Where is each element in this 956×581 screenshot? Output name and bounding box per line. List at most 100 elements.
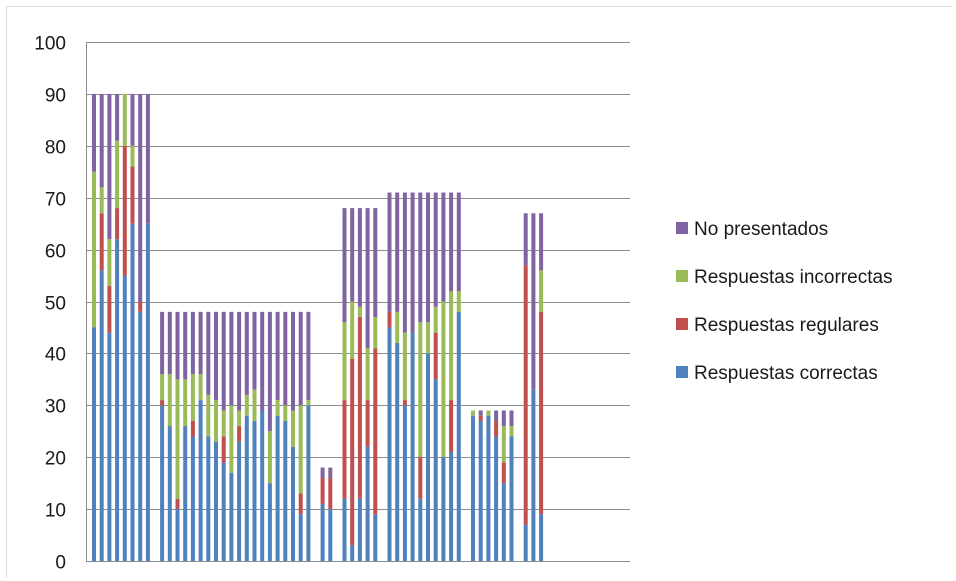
bar-segment-respuestas-incorrectas — [130, 145, 135, 167]
bar-segment-respuestas-incorrectas — [244, 394, 249, 416]
bar-segment-respuestas-correctas — [486, 415, 491, 561]
bar-segment-no-presentados — [342, 208, 347, 323]
bar-segment-respuestas-correctas — [426, 353, 430, 561]
bar-segment-no-presentados — [291, 311, 295, 411]
bar-segment-respuestas-incorrectas — [267, 431, 272, 484]
bar-segment-no-presentados — [449, 192, 454, 292]
bar-segment-no-presentados — [275, 311, 280, 401]
legend-item: No presentados — [676, 219, 828, 240]
bar-segment-respuestas-regulares — [365, 400, 370, 447]
bar-group — [342, 208, 378, 561]
bar-segment-no-presentados — [138, 93, 143, 302]
bar-segment-respuestas-correctas — [252, 420, 257, 561]
bar-segment-respuestas-incorrectas — [190, 374, 195, 421]
bar-segment-respuestas-incorrectas — [456, 291, 461, 312]
bar-segment-respuestas-correctas — [107, 332, 112, 561]
bar-segment-respuestas-regulares — [501, 462, 506, 484]
bar-segment-respuestas-incorrectas — [115, 140, 120, 209]
bar-segment-respuestas-regulares — [190, 420, 195, 437]
bar-segment-respuestas-correctas — [267, 483, 272, 561]
bar-segment-respuestas-incorrectas — [486, 410, 491, 416]
bar-segment-respuestas-regulares — [160, 400, 165, 406]
bar-segment-respuestas-correctas — [122, 275, 127, 561]
bar-segment-respuestas-incorrectas — [365, 348, 370, 401]
bar-segment-respuestas-correctas — [183, 426, 188, 561]
bar-segment-respuestas-regulares — [237, 426, 242, 442]
bar-segment-respuestas-correctas — [115, 239, 120, 561]
bar-segment-no-presentados — [357, 208, 362, 307]
bar-segment-respuestas-regulares — [357, 317, 362, 499]
bar-segment-respuestas-correctas — [402, 405, 407, 561]
bar-segment-respuestas-incorrectas — [283, 405, 288, 421]
bar-segment-respuestas-regulares — [328, 477, 333, 510]
bar-segment-respuestas-incorrectas — [275, 400, 280, 416]
bar-segment-no-presentados — [418, 192, 423, 323]
bar-segment-respuestas-incorrectas — [183, 379, 188, 427]
bar-segment-no-presentados — [283, 311, 288, 406]
bar-segment-respuestas-correctas — [130, 223, 135, 561]
bar-segment-respuestas-correctas — [441, 457, 446, 561]
bar-segment-respuestas-correctas — [387, 327, 392, 561]
bar-segment-no-presentados — [350, 208, 355, 302]
bar-segment-no-presentados — [387, 192, 392, 312]
bar-segment-no-presentados — [531, 213, 536, 390]
bar-segment-respuestas-correctas — [357, 498, 362, 561]
bar-segment-respuestas-regulares — [387, 311, 392, 328]
bar-segment-respuestas-correctas — [298, 514, 303, 561]
bar-segment-no-presentados — [501, 410, 506, 427]
bar-segment-respuestas-regulares — [539, 311, 544, 515]
bar-segment-respuestas-incorrectas — [206, 394, 211, 437]
bar-segment-respuestas-regulares — [130, 166, 135, 224]
bar-segment-respuestas-correctas — [342, 498, 347, 561]
bar-segment-respuestas-incorrectas — [342, 322, 347, 401]
y-tick-label: 80 — [45, 138, 66, 159]
bar-segment-no-presentados — [183, 311, 188, 380]
bar-segment-no-presentados — [539, 213, 544, 271]
bar-segment-respuestas-regulares — [298, 493, 303, 515]
bar-segment-no-presentados — [221, 311, 226, 411]
legend-swatch — [676, 270, 688, 282]
bar-segment-respuestas-regulares — [342, 400, 347, 499]
legend-item: Respuestas incorrectas — [676, 267, 893, 288]
bar-segment-no-presentados — [167, 311, 172, 375]
bar-segment-no-presentados — [410, 192, 415, 333]
bar-segment-respuestas-correctas — [320, 503, 325, 561]
bar-segment-respuestas-incorrectas — [350, 301, 355, 359]
chart-frame — [6, 6, 952, 578]
bar-segment-respuestas-regulares — [350, 358, 355, 546]
bar-segment-respuestas-correctas — [523, 524, 528, 561]
y-tick-label: 30 — [45, 397, 66, 418]
bar-segment-respuestas-incorrectas — [167, 374, 172, 427]
bar-segment-respuestas-incorrectas — [357, 306, 362, 318]
legend-swatch — [676, 222, 688, 234]
bar-segment-respuestas-incorrectas — [92, 171, 96, 328]
bar-segment-respuestas-incorrectas — [418, 322, 423, 458]
bar-segment-respuestas-correctas — [306, 405, 311, 561]
legend-item: Respuestas regulares — [676, 315, 879, 336]
bar-segment-respuestas-incorrectas — [441, 301, 446, 458]
bar-segment-respuestas-correctas — [531, 389, 536, 561]
bar-segment-no-presentados — [92, 93, 96, 172]
bar-segment-respuestas-correctas — [509, 436, 514, 561]
legend-label: Respuestas incorrectas — [694, 267, 893, 288]
bar-segment-respuestas-regulares — [221, 436, 226, 463]
legend-label: Respuestas regulares — [694, 315, 879, 336]
bar-segment-no-presentados — [509, 410, 514, 427]
bar-segment-respuestas-regulares — [402, 400, 407, 406]
bars-layer — [92, 93, 544, 561]
bar-segment-respuestas-incorrectas — [402, 332, 407, 401]
bar-segment-respuestas-incorrectas — [107, 239, 112, 286]
bar-segment-no-presentados — [99, 93, 104, 188]
bar-segment-respuestas-incorrectas — [433, 306, 438, 333]
bar-segment-no-presentados — [320, 467, 325, 478]
bar-segment-respuestas-correctas — [418, 498, 423, 561]
bar-segment-respuestas-correctas — [237, 441, 242, 561]
bar-segment-respuestas-regulares — [175, 498, 180, 510]
legend-label: No presentados — [694, 219, 828, 240]
bar-segment-respuestas-incorrectas — [214, 400, 218, 442]
bar-segment-no-presentados — [198, 311, 203, 375]
y-tick-label: 50 — [45, 294, 66, 315]
bar-segment-respuestas-correctas — [221, 462, 226, 561]
bar-segment-respuestas-regulares — [122, 145, 127, 276]
